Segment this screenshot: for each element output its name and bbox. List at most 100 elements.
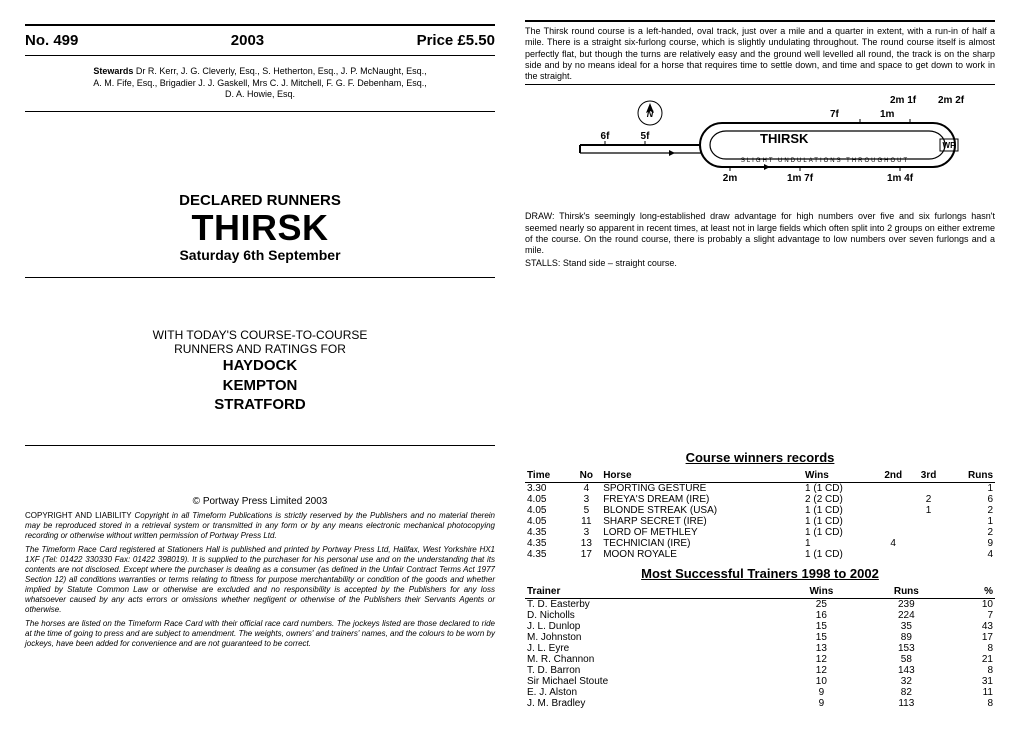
rule [25, 277, 495, 278]
page: No. 499 2003 Price £5.50 Stewards Dr R. … [0, 0, 1020, 729]
cell [875, 516, 912, 527]
cell [912, 538, 945, 549]
cell: 12 [780, 654, 863, 665]
cell: 1 (1 CD) [803, 549, 875, 560]
col-runs: Runs [863, 585, 950, 599]
cell: 11 [950, 687, 995, 698]
svg-text:1m 4f: 1m 4f [887, 173, 914, 184]
col-trainer: Trainer [525, 585, 780, 599]
cell: 4.05 [525, 516, 572, 527]
cell: BLONDE STREAK (USA) [601, 505, 803, 516]
cell: 3.30 [525, 482, 572, 494]
draw-text: DRAW: Thirsk's seemingly long-establishe… [525, 211, 995, 256]
table-row: 4.3513TECHNICIAN (IRE)149 [525, 538, 995, 549]
cell: 10 [780, 676, 863, 687]
cell [875, 527, 912, 538]
cell: 58 [863, 654, 950, 665]
stewards-line1: Dr R. Kerr, J. G. Cleverly, Esq., S. Het… [136, 66, 427, 76]
cell: 35 [863, 621, 950, 632]
course-description: The Thirsk round course is a left-handed… [525, 20, 995, 85]
table-header-row: Trainer Wins Runs % [525, 585, 995, 599]
svg-text:1m: 1m [880, 109, 895, 120]
table-row: Sir Michael Stoute103231 [525, 676, 995, 687]
cell [912, 527, 945, 538]
col-time: Time [525, 469, 572, 483]
cell: 113 [863, 698, 950, 709]
cell: T. D. Barron [525, 665, 780, 676]
cell: 4 [875, 538, 912, 549]
copyright-line: © Portway Press Limited 2003 [25, 496, 495, 507]
venue: HAYDOCK [25, 356, 495, 376]
col-3rd: 3rd [912, 469, 945, 483]
cell: 15 [780, 621, 863, 632]
svg-text:SLIGHT UNDULATIONS THROUGHOUT: SLIGHT UNDULATIONS THROUGHOUT [741, 158, 909, 164]
cell: 2 [945, 527, 995, 538]
legal-paragraph: The horses are listed on the Timeform Ra… [25, 619, 495, 649]
table-row: J. L. Eyre131538 [525, 643, 995, 654]
table-row: E. J. Alston98211 [525, 687, 995, 698]
table-row: 4.0511SHARP SECRET (IRE)1 (1 CD)1 [525, 516, 995, 527]
legal-paragraph: The Timeform Race Card registered at Sta… [25, 545, 495, 615]
cell: J. L. Dunlop [525, 621, 780, 632]
cell [875, 549, 912, 560]
right-column: The Thirsk round course is a left-handed… [525, 20, 995, 709]
cell: TECHNICIAN (IRE) [601, 538, 803, 549]
table-row: 4.353LORD OF METHLEY1 (1 CD)2 [525, 527, 995, 538]
cell: LORD OF METHLEY [601, 527, 803, 538]
cell: 3 [572, 494, 602, 505]
cell: 1 [912, 505, 945, 516]
cell: 11 [572, 516, 602, 527]
cell: 8 [950, 643, 995, 654]
cell: 1 (1 CD) [803, 516, 875, 527]
rule [25, 111, 495, 112]
venue: KEMPTON [25, 376, 495, 396]
cell: FREYA'S DREAM (IRE) [601, 494, 803, 505]
svg-text:THIRSK: THIRSK [760, 131, 809, 146]
track-diagram: N 6 [550, 95, 970, 205]
stewards-line3: D. A. Howie, Esq. [225, 89, 295, 99]
course-name: THIRSK [25, 207, 495, 249]
ctc-line1: WITH TODAY'S COURSE-TO-COURSE [25, 328, 495, 342]
title-block: DECLARED RUNNERS THIRSK Saturday 6th Sep… [25, 192, 495, 263]
cell: 2 [912, 494, 945, 505]
cell [912, 516, 945, 527]
table-row: J. L. Dunlop153543 [525, 621, 995, 632]
cell: Sir Michael Stoute [525, 676, 780, 687]
cell: 12 [780, 665, 863, 676]
cell: 3 [572, 527, 602, 538]
col-2nd: 2nd [875, 469, 912, 483]
cell: 9 [945, 538, 995, 549]
table-row: 4.055BLONDE STREAK (USA)1 (1 CD)12 [525, 505, 995, 516]
mst-title: Most Successful Trainers 1998 to 2002 [525, 566, 995, 581]
cell [912, 549, 945, 560]
rule [25, 55, 495, 56]
cell: 4.35 [525, 527, 572, 538]
cell: 9 [780, 687, 863, 698]
cell: 2 (2 CD) [803, 494, 875, 505]
mst-table: Trainer Wins Runs % T. D. Easterby252391… [525, 585, 995, 709]
cell: 10 [950, 598, 995, 610]
cell: 16 [780, 610, 863, 621]
issue-price: Price £5.50 [417, 32, 495, 49]
cell: 32 [863, 676, 950, 687]
table-row: 4.053FREYA'S DREAM (IRE)2 (2 CD)26 [525, 494, 995, 505]
table-row: D. Nicholls162247 [525, 610, 995, 621]
stewards-label: Stewards [93, 66, 133, 76]
cell: 8 [950, 665, 995, 676]
table-header-row: Time No Horse Wins 2nd 3rd Runs [525, 469, 995, 483]
svg-text:6f: 6f [601, 131, 611, 142]
cwr-title: Course winners records [525, 450, 995, 465]
table-row: J. M. Bradley91138 [525, 698, 995, 709]
table-row: M. R. Channon125821 [525, 654, 995, 665]
cell [912, 482, 945, 494]
cell: 13 [572, 538, 602, 549]
cell: 1 (1 CD) [803, 505, 875, 516]
ctc-line2: RUNNERS AND RATINGS FOR [25, 342, 495, 356]
cell: 25 [780, 598, 863, 610]
svg-text:2m 2f: 2m 2f [938, 95, 965, 106]
cell: 89 [863, 632, 950, 643]
cell: 5 [572, 505, 602, 516]
stalls-text: STALLS: Stand side – straight course. [525, 258, 995, 269]
stewards-line2: A. M. Fife, Esq., Brigadier J. J. Gaskel… [93, 78, 427, 88]
cell: T. D. Easterby [525, 598, 780, 610]
